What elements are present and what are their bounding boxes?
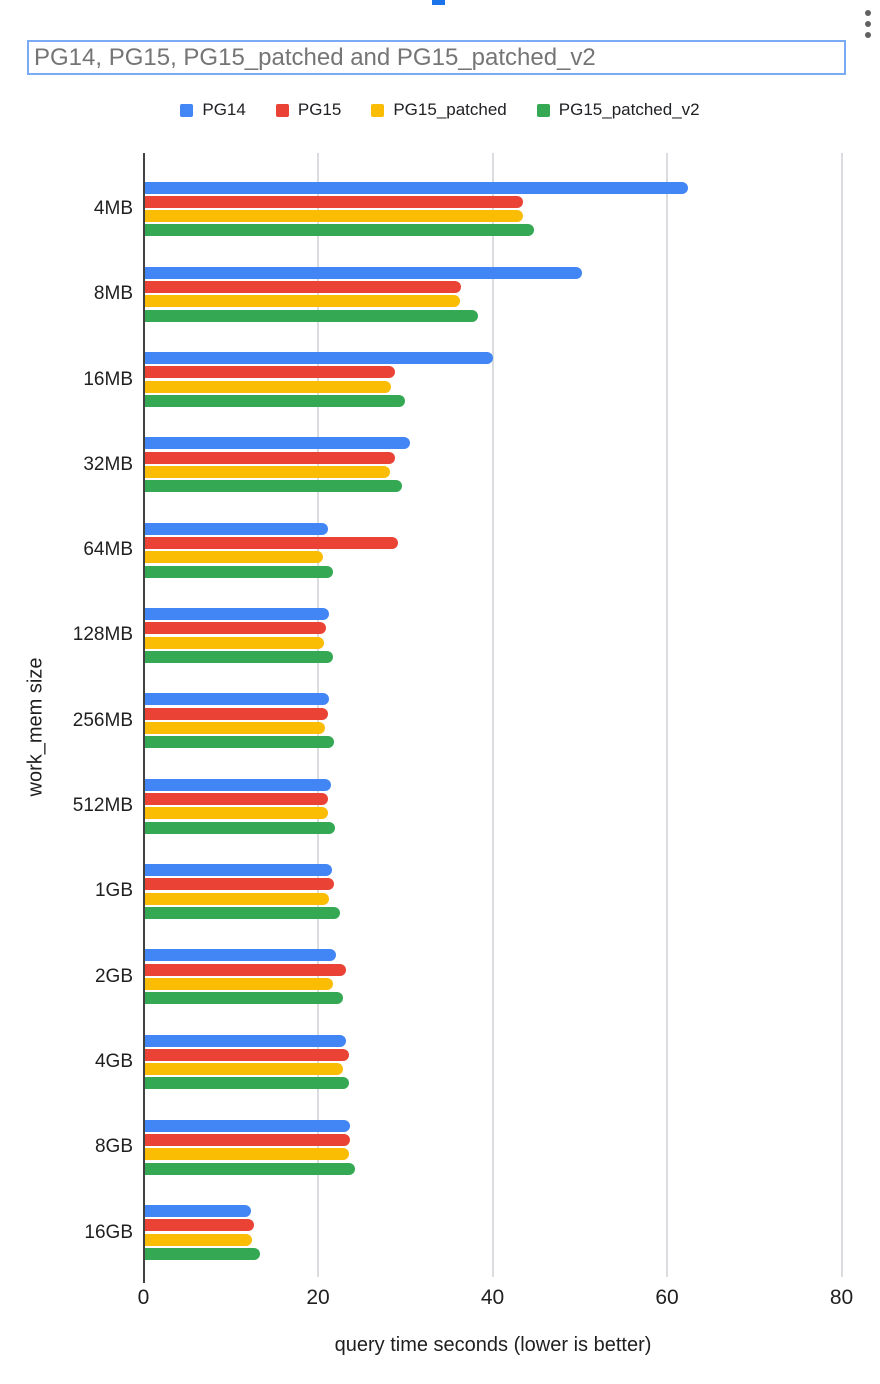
- bar-PG14-512MB[interactable]: [144, 778, 332, 791]
- bar-PG15-4GB[interactable]: [144, 1048, 349, 1061]
- bar-PG15_patched-16MB[interactable]: [144, 380, 392, 393]
- bar-PG15_patched-512MB[interactable]: [144, 807, 328, 820]
- kebab-dot: [865, 10, 871, 16]
- bar-PG15-256MB[interactable]: [144, 707, 328, 720]
- y-axis-line: [142, 153, 145, 1283]
- category-label: 2GB: [94, 965, 133, 987]
- bar-PG15-4MB[interactable]: [144, 195, 524, 208]
- bar-PG14-1GB[interactable]: [144, 863, 333, 876]
- bar-PG15-512MB[interactable]: [144, 792, 328, 805]
- selection-handle[interactable]: [432, 0, 445, 5]
- bar-PG15-16MB[interactable]: [144, 366, 395, 379]
- legend-label: PG14: [202, 100, 246, 119]
- bar-PG15_patched_v2-32MB[interactable]: [144, 480, 402, 493]
- chart-title-box[interactable]: PG14, PG15, PG15_patched and PG15_patche…: [27, 40, 846, 75]
- bar-PG15-8GB[interactable]: [144, 1134, 351, 1147]
- legend-item[interactable]: PG14: [180, 100, 246, 120]
- bar-PG15-64MB[interactable]: [144, 537, 398, 549]
- legend-swatch: [371, 103, 385, 117]
- x-axis-title: query time seconds (lower is better): [334, 1334, 652, 1356]
- category-label: 8GB: [94, 1136, 133, 1158]
- bar-PG15_patched-128MB[interactable]: [144, 636, 325, 649]
- bar-PG14-8GB[interactable]: [144, 1119, 351, 1132]
- bar-PG14-128MB[interactable]: [144, 608, 329, 620]
- bar-PG15-2GB[interactable]: [144, 963, 347, 976]
- bar-PG15_patched_v2-256MB[interactable]: [144, 736, 334, 749]
- bar-PG14-64MB[interactable]: [144, 522, 328, 535]
- bar-PG15_patched_v2-8GB[interactable]: [144, 1162, 355, 1175]
- category-label: 64MB: [83, 539, 133, 561]
- bar-PG15_patched_v2-128MB[interactable]: [144, 650, 333, 663]
- category-label: 4MB: [93, 197, 133, 219]
- x-tick-label: 80: [829, 1286, 854, 1309]
- category-label: 32MB: [83, 453, 133, 475]
- bar-PG14-4MB[interactable]: [144, 181, 689, 194]
- gridline: [840, 153, 843, 1277]
- legend-label: PG15: [297, 100, 342, 119]
- bar-PG14-2GB[interactable]: [144, 949, 337, 962]
- bar-PG15_patched-8GB[interactable]: [144, 1148, 349, 1161]
- bar-PG15_patched_v2-4MB[interactable]: [144, 224, 534, 237]
- x-tick-label: 20: [306, 1286, 330, 1309]
- bar-PG15_patched-32MB[interactable]: [144, 466, 390, 478]
- x-tick-label: 0: [137, 1286, 150, 1309]
- bar-PG14-16GB[interactable]: [144, 1205, 251, 1218]
- bar-PG15_patched_v2-16GB[interactable]: [144, 1248, 260, 1260]
- bar-PG15_patched_v2-8MB[interactable]: [144, 309, 478, 322]
- bar-PG14-256MB[interactable]: [144, 693, 329, 706]
- legend-swatch: [536, 103, 550, 117]
- y-axis-title: work_mem size: [24, 657, 47, 797]
- bar-PG15-1GB[interactable]: [144, 878, 334, 891]
- bar-PG15_patched_v2-64MB[interactable]: [144, 565, 333, 578]
- gridline: [666, 153, 668, 1277]
- bar-PG15-16GB[interactable]: [144, 1219, 255, 1232]
- legend-item[interactable]: PG15_patched_v2: [536, 100, 700, 120]
- bar-PG15_patched_v2-512MB[interactable]: [144, 821, 335, 834]
- bar-PG15_patched_v2-16MB[interactable]: [144, 395, 405, 407]
- bar-PG15_patched_v2-1GB[interactable]: [144, 906, 340, 919]
- bar-PG15_patched-16GB[interactable]: [144, 1233, 252, 1246]
- bar-PG15_patched_v2-2GB[interactable]: [144, 992, 344, 1005]
- kebab-dot: [865, 32, 871, 38]
- x-tick-label: 40: [480, 1286, 505, 1309]
- category-label: 4GB: [94, 1050, 133, 1072]
- bar-PG15_patched-64MB[interactable]: [144, 551, 324, 564]
- more-options-icon[interactable]: [865, 10, 871, 38]
- legend-label: PG15_patched: [393, 100, 507, 119]
- bar-PG15-32MB[interactable]: [144, 451, 395, 464]
- legend-item[interactable]: PG15: [275, 100, 342, 120]
- category-label: 256MB: [72, 709, 133, 731]
- bar-PG15_patched-4MB[interactable]: [144, 210, 524, 223]
- category-label: 16MB: [83, 368, 133, 390]
- bar-PG15-8MB[interactable]: [144, 281, 462, 294]
- bar-PG15_patched-256MB[interactable]: [144, 721, 326, 734]
- bar-PG14-4GB[interactable]: [144, 1034, 347, 1047]
- bar-PG14-8MB[interactable]: [144, 266, 582, 279]
- chart-title: PG14, PG15, PG15_patched and PG15_patche…: [34, 43, 596, 71]
- bar-PG15_patched-1GB[interactable]: [144, 892, 330, 905]
- legend: PG14 PG15 PG15_patched PG15_patched_v2: [0, 100, 880, 120]
- category-label: 16GB: [84, 1221, 133, 1243]
- bar-PG15_patched-4GB[interactable]: [144, 1063, 344, 1076]
- bar-PG15_patched-2GB[interactable]: [144, 977, 333, 990]
- category-label: 1GB: [94, 880, 133, 902]
- legend-item[interactable]: PG15_patched: [371, 100, 507, 120]
- legend-swatch: [180, 103, 194, 117]
- category-label: 8MB: [93, 283, 133, 305]
- kebab-dot: [865, 21, 871, 27]
- gridline: [491, 153, 494, 1277]
- x-tick-label: 60: [655, 1286, 679, 1309]
- bar-PG14-32MB[interactable]: [144, 437, 410, 450]
- bar-PG15-128MB[interactable]: [144, 622, 326, 635]
- category-label: 512MB: [72, 795, 133, 817]
- bar-PG15_patched_v2-4GB[interactable]: [144, 1077, 349, 1090]
- category-label: 128MB: [72, 624, 133, 646]
- legend-label: PG15_patched_v2: [558, 100, 700, 119]
- legend-swatch: [275, 103, 289, 117]
- bar-PG15_patched-8MB[interactable]: [144, 295, 461, 308]
- bar-PG14-16MB[interactable]: [144, 352, 493, 365]
